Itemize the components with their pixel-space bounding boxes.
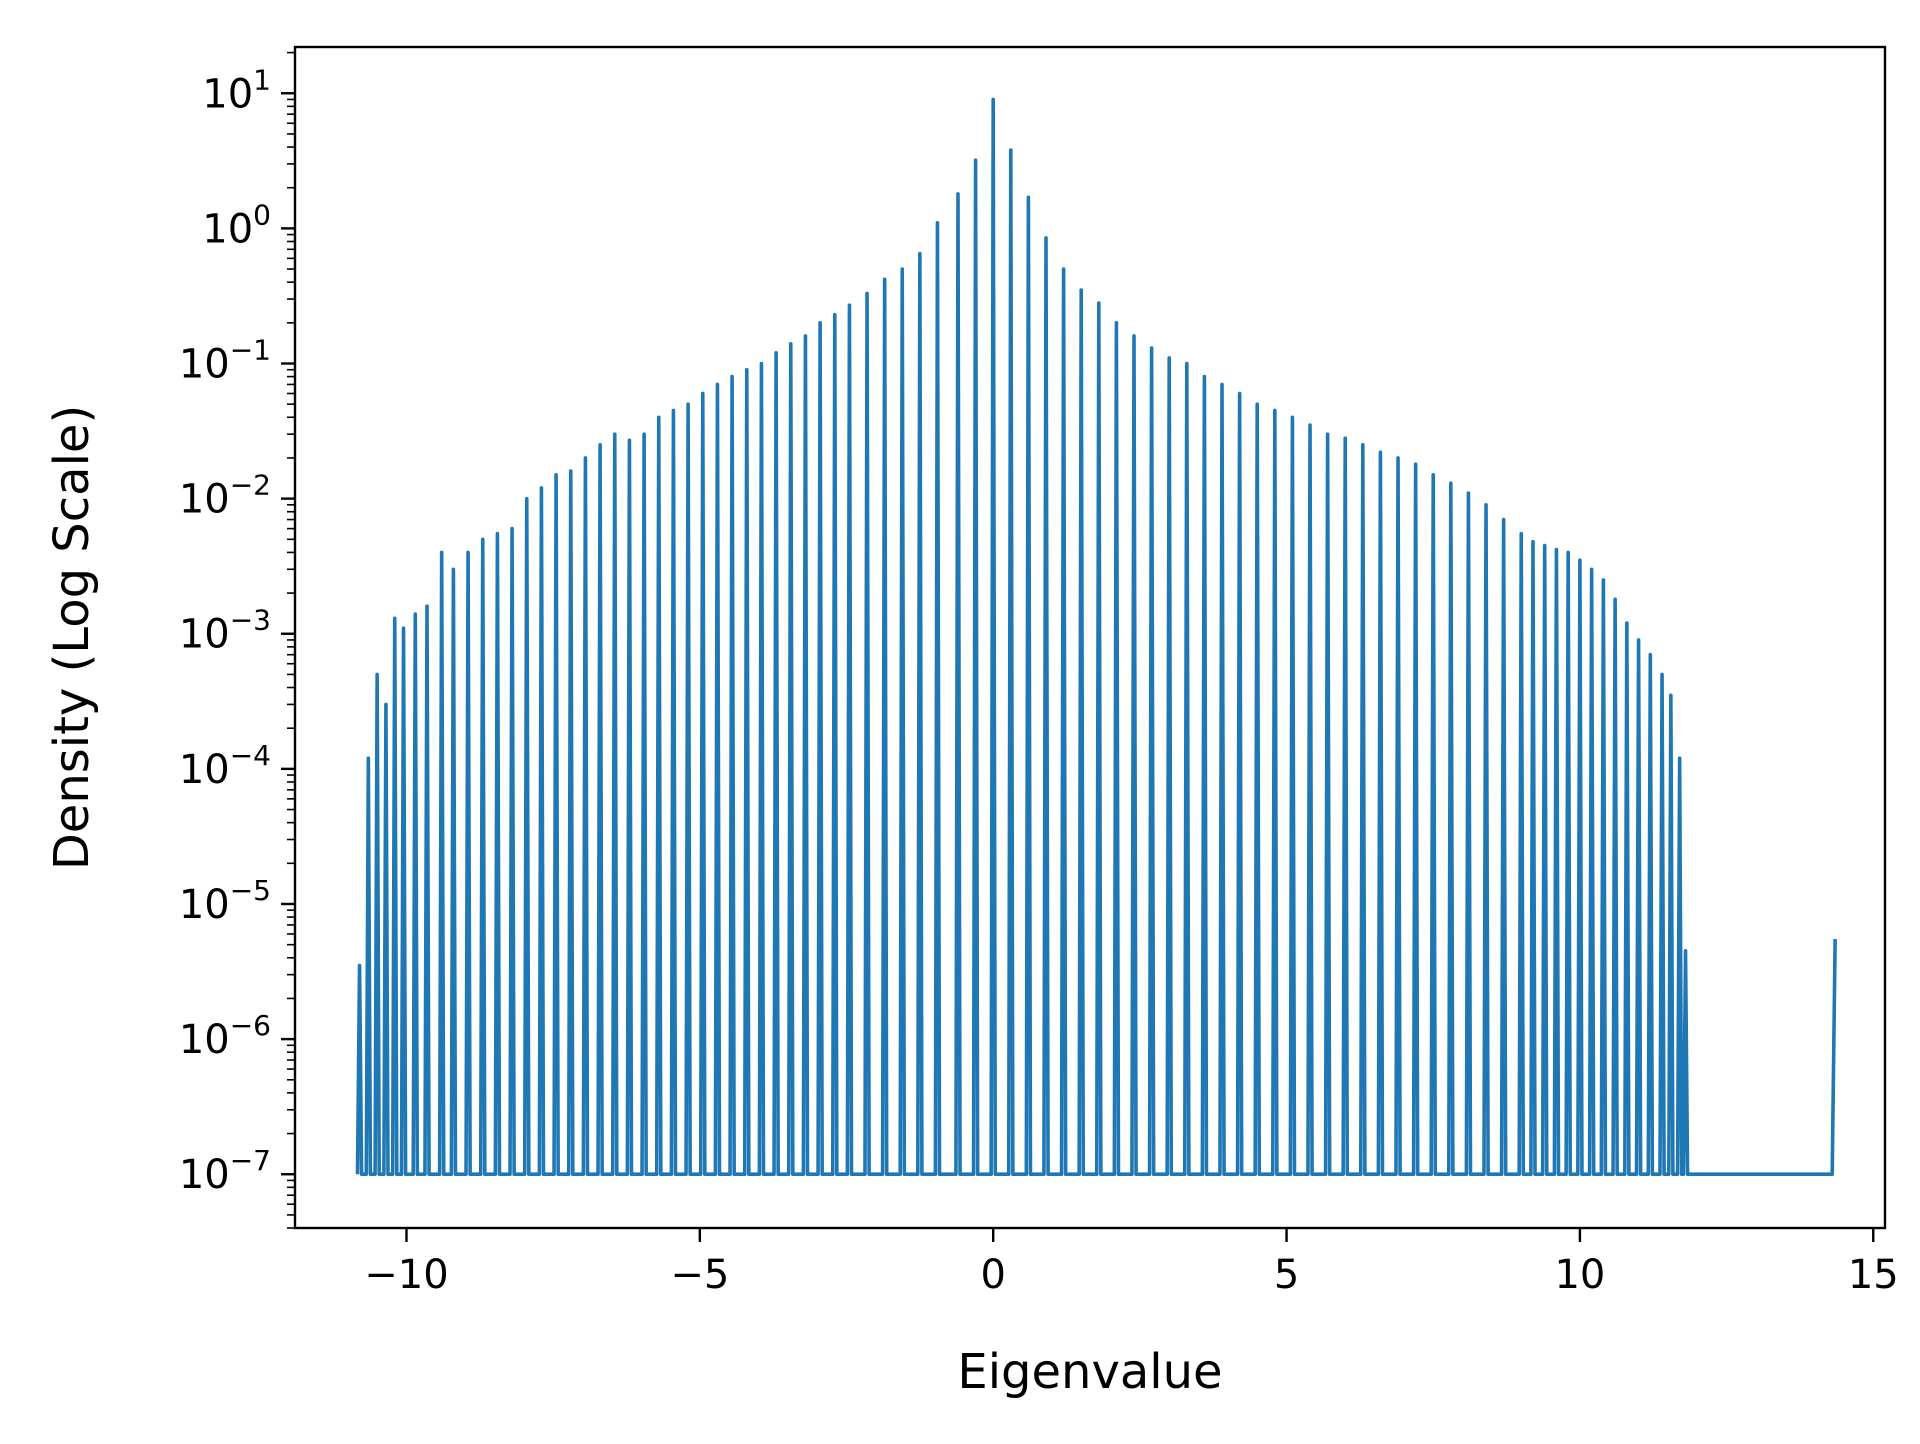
y-tick-label: 101	[202, 63, 271, 117]
y-axis-label: Density (Log Scale)	[44, 405, 100, 870]
y-tick-label: 100	[202, 198, 271, 252]
y-tick-label: 10−4	[179, 739, 271, 793]
x-tick-label: 5	[1274, 1252, 1299, 1298]
x-tick-label: −10	[364, 1252, 448, 1298]
y-tick-label: 10−5	[179, 874, 271, 928]
x-axis: −10 −5 0 5 10 15	[364, 1228, 1899, 1298]
y-tick-label: 10−2	[179, 469, 271, 523]
series-layer	[355, 97, 1837, 1177]
y-tick-label: 10−6	[179, 1009, 271, 1063]
x-tick-label: 10	[1554, 1252, 1605, 1298]
x-axis-label: Eigenvalue	[957, 1344, 1222, 1400]
y-tick-label: 10−3	[179, 604, 271, 658]
x-tick-label: −5	[670, 1252, 729, 1298]
plot-frame	[293, 45, 1887, 1230]
x-tick-label: 0	[980, 1252, 1005, 1298]
y-axis: 10−7 10−6 10−5 10−4 10−3 10−2 10−1 100 101	[179, 51, 295, 1229]
y-tick-label: 10−1	[179, 334, 271, 388]
x-tick-label: 15	[1848, 1252, 1899, 1298]
density-line	[355, 97, 1837, 1177]
y-tick-label: 10−7	[179, 1144, 271, 1198]
